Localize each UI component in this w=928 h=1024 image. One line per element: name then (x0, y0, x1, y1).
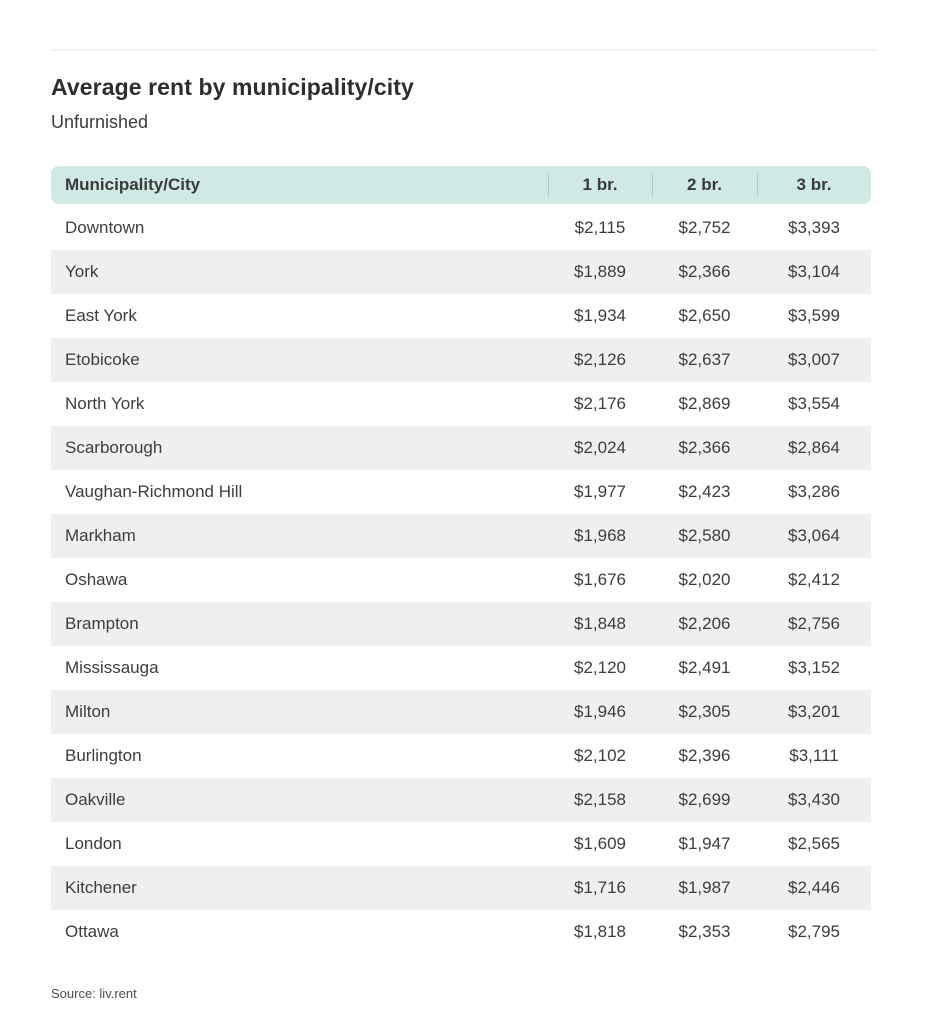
table-row: Mississauga $2,120 $2,491 $3,152 (51, 646, 871, 690)
row-3br-cell: $3,554 (788, 394, 840, 413)
source-note: Source: liv.rent (51, 986, 137, 1001)
row-3br-cell: $3,152 (788, 658, 840, 677)
row-2br-cell: $2,305 (678, 702, 731, 721)
row-3br-cell: $3,111 (789, 746, 839, 765)
column-header-municipality: Municipality/City (65, 175, 201, 194)
row-city-cell: Etobicoke (65, 350, 140, 369)
row-1br-cell: $2,158 (574, 790, 626, 809)
row-1br-cell: $1,716 (574, 878, 626, 897)
row-1br-cell: $1,676 (574, 570, 626, 589)
row-3br-cell: $2,446 (788, 878, 840, 897)
table-row: Kitchener $1,716 $1,987 $2,446 (51, 866, 871, 910)
row-2br-cell: $2,699 (678, 790, 731, 809)
row-3br-cell: $3,007 (788, 350, 840, 369)
table-row: Markham $1,968 $2,580 $3,064 (51, 514, 871, 558)
row-1br-cell: $1,977 (574, 482, 626, 501)
table-row: Brampton $1,848 $2,206 $2,756 (51, 602, 871, 646)
table-row: Burlington $2,102 $2,396 $3,111 (51, 734, 871, 778)
row-city-cell: Burlington (65, 746, 142, 765)
row-city-cell: Oakville (65, 790, 126, 809)
row-city-cell: Vaughan-Richmond Hill (65, 482, 243, 501)
row-3br-cell: $2,756 (788, 614, 840, 633)
row-3br-cell: $2,412 (788, 570, 840, 589)
row-2br-cell: $2,752 (678, 218, 731, 237)
table-row: Milton $1,946 $2,305 $3,201 (51, 690, 871, 734)
table-row: Oakville $2,158 $2,699 $3,430 (51, 778, 871, 822)
row-city-cell: North York (65, 394, 145, 413)
row-city-cell: East York (65, 306, 137, 325)
row-1br-cell: $2,024 (574, 438, 626, 457)
row-1br-cell: $2,115 (574, 218, 626, 237)
column-header-2br: 2 br. (652, 166, 757, 204)
row-1br-cell: $1,848 (574, 614, 626, 633)
table-row: North York $2,176 $2,869 $3,554 (51, 382, 871, 426)
table-row: Etobicoke $2,126 $2,637 $3,007 (51, 338, 871, 382)
row-city-cell: Scarborough (65, 438, 163, 457)
row-city-cell: Brampton (65, 614, 139, 633)
row-1br-cell: $1,609 (574, 834, 626, 853)
top-divider (51, 49, 877, 51)
row-3br-cell: $3,430 (788, 790, 840, 809)
row-city-cell: Milton (65, 702, 111, 721)
row-2br-cell: $1,947 (678, 834, 731, 853)
page-title: Average rent by municipality/city (51, 74, 414, 100)
row-2br-cell: $2,637 (678, 350, 731, 369)
row-1br-cell: $2,102 (574, 746, 626, 765)
row-2br-cell: $1,987 (678, 878, 731, 897)
row-city-cell: Kitchener (65, 878, 137, 897)
row-city-cell: Oshawa (65, 570, 128, 589)
row-3br-cell: $3,064 (788, 526, 840, 545)
table-row: Oshawa $1,676 $2,020 $2,412 (51, 558, 871, 602)
table-body: Downtown $2,115 $2,752 $3,393 York $1,889 $2,3… (51, 206, 871, 954)
rent-report-page: Average rent by municipality/city Unfurn… (0, 49, 928, 1024)
rent-table: Municipality/City 1 br. 2 br. 3 br. Down… (51, 166, 871, 954)
page-subtitle: Unfurnished (51, 112, 149, 132)
column-header-1br: 1 br. (548, 166, 652, 204)
row-2br-cell: $2,206 (678, 614, 731, 633)
row-2br-cell: $2,020 (678, 570, 731, 589)
table-row: Downtown $2,115 $2,752 $3,393 (51, 206, 871, 250)
table-header-row: Municipality/City 1 br. 2 br. 3 br. (51, 166, 871, 204)
row-1br-cell: $1,946 (574, 702, 626, 721)
table-row: Scarborough $2,024 $2,366 $2,864 (51, 426, 871, 470)
row-1br-cell: $1,968 (574, 526, 626, 545)
row-2br-cell: $2,580 (678, 526, 731, 545)
row-2br-cell: $2,353 (678, 922, 731, 941)
row-3br-cell: $2,565 (788, 834, 840, 853)
row-3br-cell: $3,393 (788, 218, 840, 237)
row-3br-cell: $2,795 (788, 922, 840, 941)
row-city-cell: Mississauga (65, 658, 159, 677)
row-3br-cell: $3,201 (788, 702, 840, 721)
row-3br-cell: $3,286 (788, 482, 840, 501)
row-city-cell: Markham (65, 526, 136, 545)
row-2br-cell: $2,366 (678, 438, 731, 457)
row-2br-cell: $2,423 (678, 482, 731, 501)
row-3br-cell: $3,104 (788, 262, 840, 281)
table-row: Vaughan-Richmond Hill $1,977 $2,423 $3,286 (51, 470, 871, 514)
row-2br-cell: $2,366 (678, 262, 731, 281)
row-city-cell: Downtown (65, 218, 145, 237)
table-row: London $1,609 $1,947 $2,565 (51, 822, 871, 866)
row-3br-cell: $2,864 (788, 438, 840, 457)
column-header-3br: 3 br. (757, 166, 871, 204)
row-1br-cell: $2,176 (574, 394, 626, 413)
row-2br-cell: $2,396 (678, 746, 731, 765)
row-1br-cell: $1,818 (574, 922, 626, 941)
row-city-cell: York (65, 262, 99, 281)
table-row: East York $1,934 $2,650 $3,599 (51, 294, 871, 338)
row-2br-cell: $2,491 (678, 658, 731, 677)
row-1br-cell: $1,934 (574, 306, 626, 325)
row-city-cell: Ottawa (65, 922, 119, 941)
row-city-cell: London (65, 834, 122, 853)
row-3br-cell: $3,599 (788, 306, 840, 325)
row-2br-cell: $2,650 (678, 306, 731, 325)
row-1br-cell: $2,126 (574, 350, 626, 369)
row-2br-cell: $2,869 (678, 394, 731, 413)
row-1br-cell: $1,889 (574, 262, 626, 281)
table-row: Ottawa $1,818 $2,353 $2,795 (51, 910, 871, 954)
row-1br-cell: $2,120 (574, 658, 626, 677)
table-row: York $1,889 $2,366 $3,104 (51, 250, 871, 294)
